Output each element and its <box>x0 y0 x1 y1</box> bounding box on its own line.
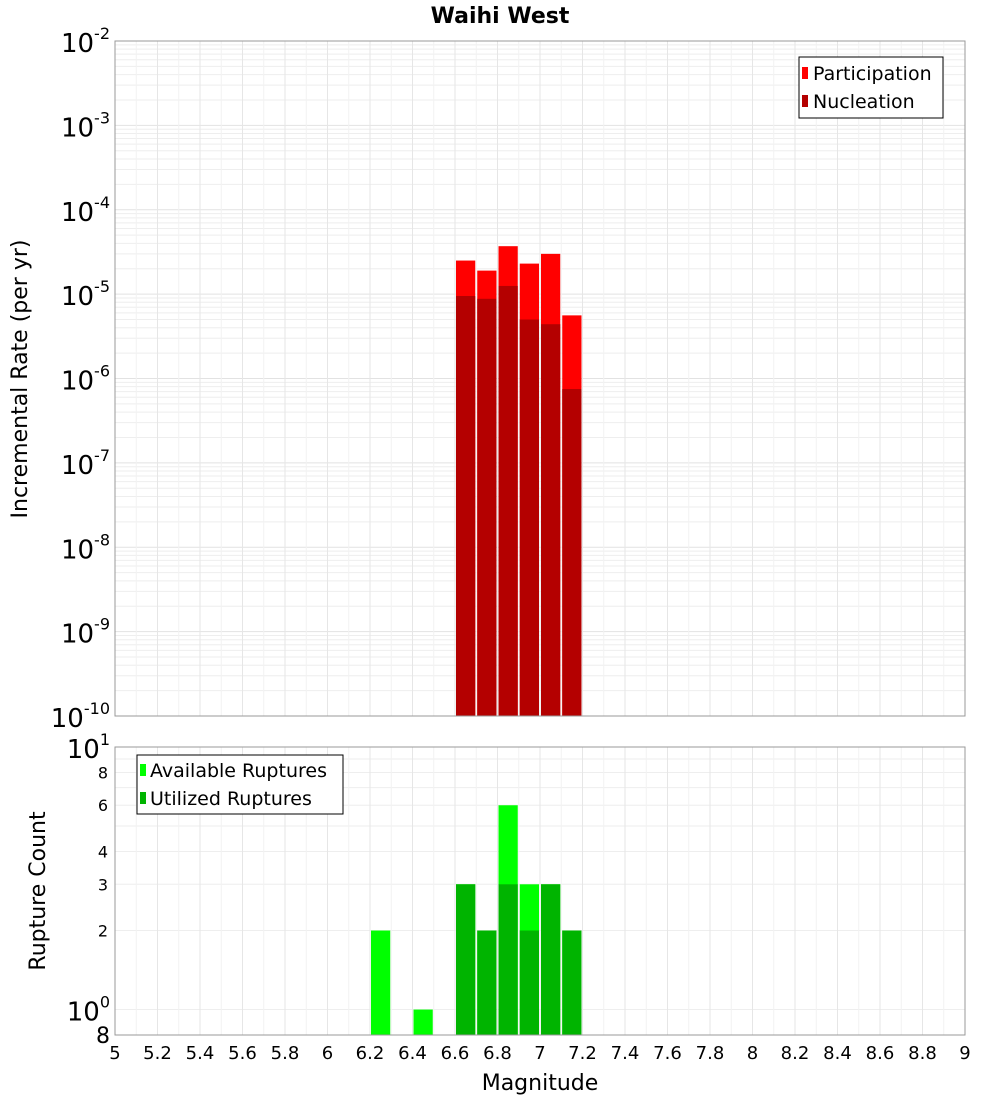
nucleation-bar <box>541 324 561 716</box>
x-tick-label: 8 <box>747 1043 758 1064</box>
x-tick-label: 8.6 <box>866 1043 895 1064</box>
x-tick-label: 5.6 <box>228 1043 257 1064</box>
x-tick-label: 7.6 <box>653 1043 682 1064</box>
x-tick-label: 7.8 <box>696 1043 725 1064</box>
nucleation-bar <box>498 285 518 716</box>
rate-y-ticks: 10-10 10-9 10-8 10-7 10-6 10-5 10-4 10-3 10-2 <box>51 24 110 734</box>
count-legend-box <box>136 754 344 815</box>
x-tick-label: 7.2 <box>568 1043 597 1064</box>
x-tick-label: 6.8 <box>483 1043 512 1064</box>
x-ticks: 5 5.2 5.4 5.6 5.8 6 6.2 6.4 6.6 6.8 7 7.2 7.4 7.6 7.8 8… <box>109 1043 970 1064</box>
nucleation-bar <box>477 298 497 716</box>
utilized-bar <box>477 930 497 1035</box>
nucleation-bar <box>519 319 539 716</box>
y-tick-label: 8 <box>96 1024 110 1049</box>
rate-legend-box <box>798 56 944 119</box>
y-tick-label: 100 <box>67 993 110 1028</box>
y-tick-label: 10-10 <box>51 699 110 734</box>
x-tick-label: 5.4 <box>186 1043 215 1064</box>
utilized-bar <box>498 884 518 1035</box>
y-tick-label: 2 <box>98 922 108 941</box>
y-tick-label: 6 <box>98 796 108 815</box>
count-bars <box>371 805 582 1035</box>
y-tick-label: 10-3 <box>61 108 110 143</box>
y-tick-label: 4 <box>98 842 108 861</box>
x-tick-label: 9 <box>959 1043 970 1064</box>
x-tick-label: 5.2 <box>143 1043 172 1064</box>
nucleation-legend-label: Nucleation <box>813 91 915 113</box>
available-swatch <box>140 764 146 776</box>
x-tick-label: 6.2 <box>356 1043 385 1064</box>
available-bar <box>371 930 391 1035</box>
y-tick-label: 10-9 <box>61 615 110 650</box>
y-tick-label: 3 <box>98 875 108 894</box>
y-tick-label: 8 <box>98 763 108 782</box>
y-tick-label: 10-6 <box>61 362 110 397</box>
available-bar <box>413 1009 433 1035</box>
rate-grid <box>114 41 966 717</box>
utilized-bar <box>562 930 582 1035</box>
x-tick-label: 8.8 <box>908 1043 937 1064</box>
rate-plot-frame <box>114 40 966 717</box>
participation-legend-label: Participation <box>813 63 932 85</box>
x-tick-label: 6 <box>322 1043 333 1064</box>
y-tick-label: 10-2 <box>61 24 110 59</box>
nucleation-bar <box>562 389 582 716</box>
nucleation-bar <box>456 296 476 716</box>
rate-bars <box>456 246 582 716</box>
y-tick-label: 10-8 <box>61 530 110 565</box>
utilized-bar <box>456 884 476 1035</box>
x-tick-label: 8.4 <box>823 1043 852 1064</box>
chart-title: Waihi West <box>431 4 570 29</box>
count-plot-frame <box>114 746 966 1036</box>
x-tick-label: 7.4 <box>611 1043 640 1064</box>
utilized-swatch <box>140 792 146 804</box>
y-tick-label: 10-7 <box>61 446 110 481</box>
count-legend: Available Ruptures Utilized Ruptures <box>136 754 344 815</box>
x-tick-label: 5 <box>109 1043 120 1064</box>
y-tick-label: 10-4 <box>61 193 110 228</box>
utilized-bar <box>519 930 539 1035</box>
x-tick-label: 7 <box>534 1043 545 1064</box>
y-tick-label: 10-5 <box>61 277 110 312</box>
utilized-legend-label: Utilized Ruptures <box>150 788 312 810</box>
rate-y-axis-label: Incremental Rate (per yr) <box>8 240 33 519</box>
rate-panel: 10-10 10-9 10-8 10-7 10-6 10-5 10-4 10-3 10-2 In… <box>8 24 966 734</box>
x-tick-label: 6.4 <box>398 1043 427 1064</box>
rate-legend: Participation Nucleation <box>798 56 944 119</box>
count-y-axis-label: Rupture Count <box>26 811 51 971</box>
x-tick-label: 8.2 <box>781 1043 810 1064</box>
y-tick-label: 101 <box>67 730 110 765</box>
available-legend-label: Available Ruptures <box>150 760 327 782</box>
x-tick-label: 5.8 <box>271 1043 300 1064</box>
utilized-bar <box>541 884 561 1035</box>
x-tick-label: 6.6 <box>441 1043 470 1064</box>
nucleation-swatch <box>802 95 808 107</box>
x-axis-label: Magnitude <box>482 1071 599 1096</box>
participation-swatch <box>802 67 808 79</box>
